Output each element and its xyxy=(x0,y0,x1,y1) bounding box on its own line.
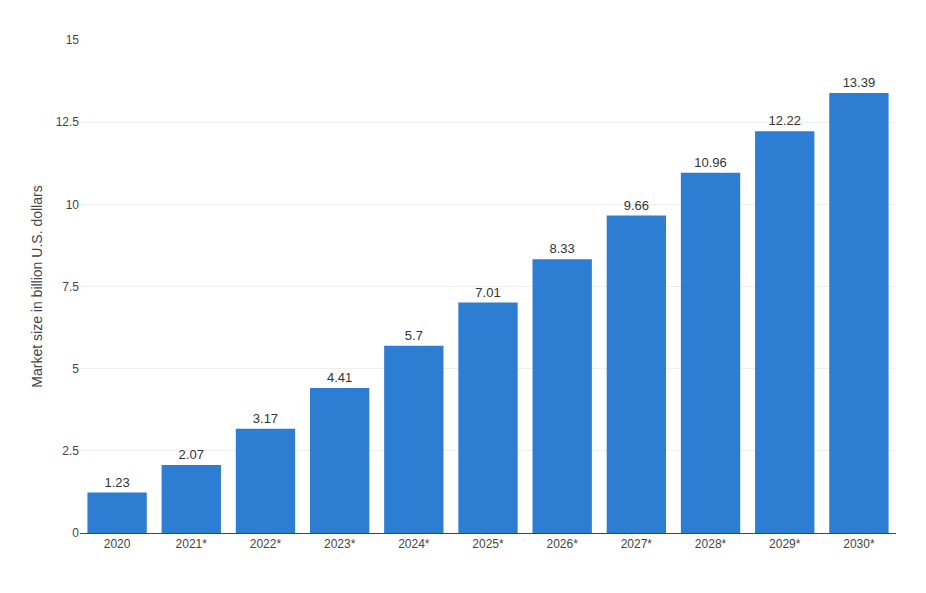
svg-text:7.01: 7.01 xyxy=(475,285,500,300)
svg-text:10: 10 xyxy=(66,198,80,212)
svg-text:4.41: 4.41 xyxy=(327,370,352,385)
svg-text:2021*: 2021* xyxy=(176,537,208,551)
svg-text:2025*: 2025* xyxy=(472,537,504,551)
svg-text:1.23: 1.23 xyxy=(104,475,129,490)
svg-text:Market size in billion U.S. do: Market size in billion U.S. dollars xyxy=(29,185,45,387)
svg-text:2.07: 2.07 xyxy=(179,447,204,462)
svg-text:5.7: 5.7 xyxy=(405,328,423,343)
svg-text:2020: 2020 xyxy=(104,537,131,551)
svg-text:5: 5 xyxy=(72,362,79,376)
svg-text:2026*: 2026* xyxy=(546,537,578,551)
svg-text:2027*: 2027* xyxy=(621,537,653,551)
svg-text:12.5: 12.5 xyxy=(56,115,80,129)
svg-text:9.66: 9.66 xyxy=(624,198,649,213)
svg-text:12.22: 12.22 xyxy=(768,113,801,128)
svg-text:13.39: 13.39 xyxy=(843,75,876,90)
svg-text:15: 15 xyxy=(66,33,80,47)
svg-text:2029*: 2029* xyxy=(769,537,801,551)
svg-text:7.5: 7.5 xyxy=(62,280,79,294)
svg-text:0: 0 xyxy=(72,526,79,540)
svg-text:10.96: 10.96 xyxy=(694,155,727,170)
svg-text:2023*: 2023* xyxy=(324,537,356,551)
svg-text:8.33: 8.33 xyxy=(550,241,575,256)
svg-text:2030*: 2030* xyxy=(843,537,875,551)
svg-text:2028*: 2028* xyxy=(695,537,727,551)
svg-text:2024*: 2024* xyxy=(398,537,430,551)
svg-text:2.5: 2.5 xyxy=(62,444,79,458)
svg-text:2022*: 2022* xyxy=(250,537,282,551)
svg-text:3.17: 3.17 xyxy=(253,411,278,426)
